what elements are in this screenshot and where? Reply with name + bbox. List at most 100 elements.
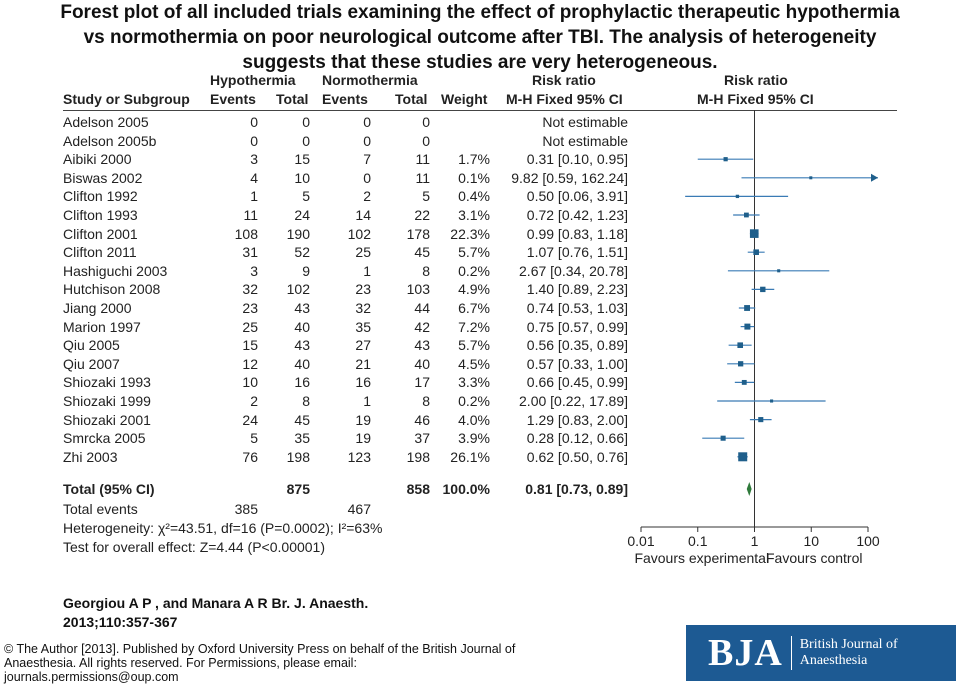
events-normothermia: 35	[355, 318, 371, 335]
risk-ratio-ci: 0.57 [0.33, 1.00]	[526, 355, 628, 372]
events-hypothermia: 108	[234, 225, 258, 242]
weight: 26.1%	[450, 448, 490, 465]
total-hypothermia: 40	[294, 318, 310, 335]
x-tick-label: 10	[803, 533, 819, 549]
events-normothermia: 0	[363, 114, 371, 130]
events-hypothermia: 11	[243, 207, 258, 223]
events-hypothermia: 3	[250, 262, 258, 279]
risk-ratio-ci: 0.75 [0.57, 0.99]	[526, 318, 628, 335]
total-ci: 0.81 [0.73, 0.89]	[525, 481, 628, 497]
header-method-right: M-H Fixed 95% CI	[697, 91, 814, 107]
total-n2: 858	[406, 481, 430, 497]
total-hypothermia: 16	[294, 374, 310, 391]
risk-ratio-ci: 0.56 [0.35, 0.89]	[526, 337, 628, 354]
study-name: Shiozaki 1999	[63, 393, 151, 409]
study-name: Shiozaki 2001	[63, 411, 151, 428]
title-line-3: suggests that these studies are very het…	[242, 52, 718, 73]
x-tick-label: 0.01	[627, 533, 654, 549]
study-name: Clifton 2001	[63, 225, 138, 242]
study-name: Qiu 2007	[63, 355, 120, 372]
total-normothermia: 0	[422, 132, 430, 149]
risk-ratio-ci: 0.50 [0.06, 3.91]	[526, 188, 628, 205]
total-normothermia: 8	[422, 393, 430, 409]
study-name: Aibiki 2000	[63, 151, 132, 168]
figure-title: Forest plot of all included trials exami…	[0, 0, 960, 75]
study-name: Marion 1997	[63, 318, 141, 335]
header-normothermia: Normothermia	[322, 72, 418, 88]
total-hypothermia: 10	[294, 169, 310, 186]
overall-effect-test: Test for overall effect: Z=4.44 (P<0.000…	[63, 539, 326, 555]
header-hypothermia: Hypothermia	[210, 72, 296, 88]
events-hypothermia: 23	[242, 300, 258, 316]
point-estimate-marker	[735, 194, 740, 199]
total-normothermia: 22	[414, 207, 430, 223]
point-estimate-marker	[741, 379, 747, 385]
header-events-2: Events	[322, 91, 368, 107]
weight: 0.2%	[458, 262, 490, 279]
header-divider	[63, 110, 897, 111]
header-events-1: Events	[210, 91, 256, 107]
study-name: Adelson 2005b	[63, 132, 157, 149]
title-line-1: Forest plot of all included trials exami…	[60, 2, 900, 23]
favours-control-label: Favours control	[766, 550, 862, 566]
study-name: Clifton 1993	[63, 207, 138, 223]
bja-logo: BJA	[708, 632, 783, 674]
total-hypothermia: 43	[294, 337, 310, 354]
total-normothermia: 178	[406, 225, 430, 242]
total-hypothermia: 8	[302, 393, 310, 409]
total-hypothermia: 45	[294, 411, 310, 428]
header-total-2: Total	[395, 91, 428, 107]
weight: 6.7%	[458, 300, 490, 316]
total-hypothermia: 0	[302, 132, 310, 149]
weight: 5.7%	[458, 337, 490, 354]
events-normothermia: 19	[355, 430, 371, 447]
events-hypothermia: 31	[242, 244, 258, 261]
point-estimate-marker	[720, 435, 726, 441]
point-estimate-marker	[758, 417, 764, 423]
events-normothermia: 19	[355, 411, 371, 428]
point-estimate-marker	[744, 305, 751, 311]
heterogeneity-stats: Heterogeneity: χ²=43.51, df=16 (P=0.0002…	[63, 520, 383, 536]
risk-ratio-ci: Not estimable	[542, 132, 628, 149]
total-normothermia: 8	[422, 262, 430, 279]
risk-ratio-ci: 0.99 [0.83, 1.18]	[526, 225, 628, 242]
total-hypothermia: 15	[294, 151, 310, 168]
events-normothermia: 0	[363, 169, 371, 186]
events-normothermia: 2	[363, 188, 371, 205]
total-hypothermia: 190	[286, 225, 310, 242]
weight: 3.1%	[458, 207, 490, 223]
events-normothermia: 21	[355, 355, 371, 372]
risk-ratio-ci: 2.00 [0.22, 17.89]	[519, 393, 628, 409]
total-hypothermia: 43	[294, 300, 310, 316]
risk-ratio-ci: Not estimable	[542, 114, 628, 130]
weight: 0.4%	[458, 188, 490, 205]
total-normothermia: 198	[406, 448, 430, 465]
events-normothermia: 25	[355, 244, 371, 261]
weight: 3.9%	[458, 430, 490, 447]
total-normothermia: 11	[415, 151, 430, 168]
risk-ratio-ci: 1.40 [0.89, 2.23]	[526, 281, 628, 298]
events-hypothermia: 4	[250, 169, 258, 186]
citation-line-2: 2013;110:357-367	[63, 614, 178, 630]
weight: 1.7%	[458, 151, 490, 168]
risk-ratio-ci: 1.07 [0.76, 1.51]	[526, 244, 628, 261]
events-normothermia: 1	[363, 262, 371, 279]
header-study: Study or Subgroup	[63, 91, 190, 107]
total-events-1: 385	[234, 501, 258, 517]
events-hypothermia: 10	[242, 374, 258, 391]
total-normothermia: 17	[414, 374, 430, 391]
x-tick-label: 0.1	[688, 533, 708, 549]
risk-ratio-ci: 0.28 [0.12, 0.66]	[526, 430, 628, 447]
events-hypothermia: 5	[250, 430, 258, 447]
point-estimate-marker	[738, 452, 748, 462]
point-estimate-marker	[777, 269, 781, 273]
events-normothermia: 14	[355, 207, 371, 223]
events-hypothermia: 24	[242, 411, 258, 428]
events-hypothermia: 12	[242, 355, 258, 372]
study-name: Hutchison 2008	[63, 281, 161, 298]
header-method-left: M-H Fixed 95% CI	[506, 91, 623, 107]
study-name: Shiozaki 1993	[63, 374, 151, 391]
total-hypothermia: 40	[294, 355, 310, 372]
total-normothermia: 42	[414, 318, 430, 335]
weight: 4.5%	[458, 355, 490, 372]
